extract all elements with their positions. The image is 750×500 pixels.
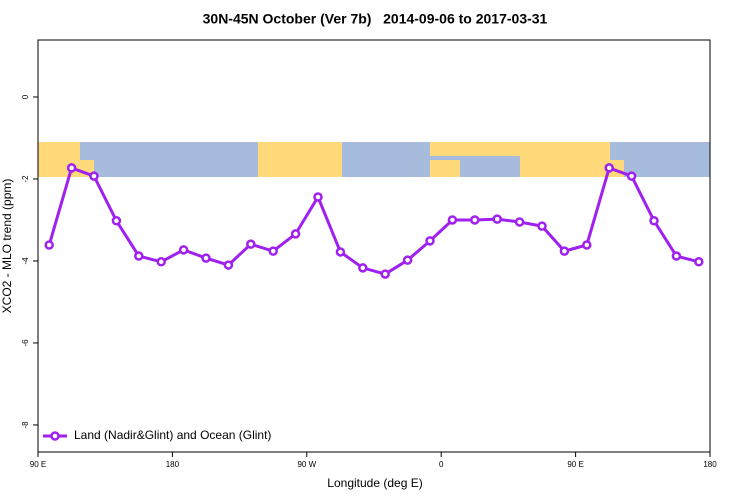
data-point: [134, 251, 144, 261]
y-tick-label: -8: [21, 421, 30, 429]
data-point: [514, 217, 525, 227]
data-point: [470, 215, 480, 225]
data-point: [89, 171, 99, 181]
x-tick-label: 0: [439, 460, 444, 469]
legend-label: Land (Nadir&Glint) and Ocean (Glint): [74, 428, 271, 442]
x-tick-label: 90 W: [297, 460, 316, 469]
data-point: [671, 251, 682, 261]
data-point: [223, 260, 234, 270]
y-tick-label: -6: [21, 339, 30, 347]
data-point: [201, 253, 211, 263]
data-point: [537, 221, 547, 231]
y-tick-label: -2: [21, 175, 30, 183]
data-point: [425, 236, 435, 246]
data-point: [111, 216, 122, 226]
x-tick-label: 90 E: [30, 460, 46, 469]
chart-title: 30N-45N October (Ver 7b) 2014-09-06 to 2…: [203, 11, 548, 27]
data-point: [694, 257, 704, 267]
y-tick-label: -4: [21, 257, 30, 265]
data-point: [604, 163, 614, 173]
data-point: [582, 240, 592, 250]
map-band: [38, 142, 710, 177]
data-point: [156, 257, 166, 267]
data-point: [358, 263, 368, 273]
data-point: [178, 245, 189, 255]
x-tick-label: 180: [703, 460, 717, 469]
data-point: [626, 171, 637, 181]
data-point: [44, 240, 54, 250]
plot-frame: [37, 39, 711, 453]
legend-marker: [50, 431, 60, 441]
data-point: [268, 246, 278, 256]
y-tick-label: 0: [21, 94, 30, 99]
x-tick-label: 90 E: [567, 460, 583, 469]
data-point: [246, 239, 256, 249]
data-point: [66, 163, 77, 173]
series-line: [47, 165, 700, 276]
data-point: [335, 247, 346, 257]
data-point: [649, 216, 659, 226]
data-point: [402, 255, 413, 265]
data-point: [380, 269, 390, 279]
data-point: [492, 214, 502, 224]
data-point: [313, 192, 323, 202]
x-tick-label: 180: [166, 460, 180, 469]
data-point: [447, 215, 458, 225]
x-axis-label: Longitude (deg E): [327, 476, 422, 490]
data-point: [290, 229, 301, 239]
data-point: [559, 246, 570, 256]
y-axis-label: XCO2 - MLO trend (ppm): [0, 179, 14, 314]
